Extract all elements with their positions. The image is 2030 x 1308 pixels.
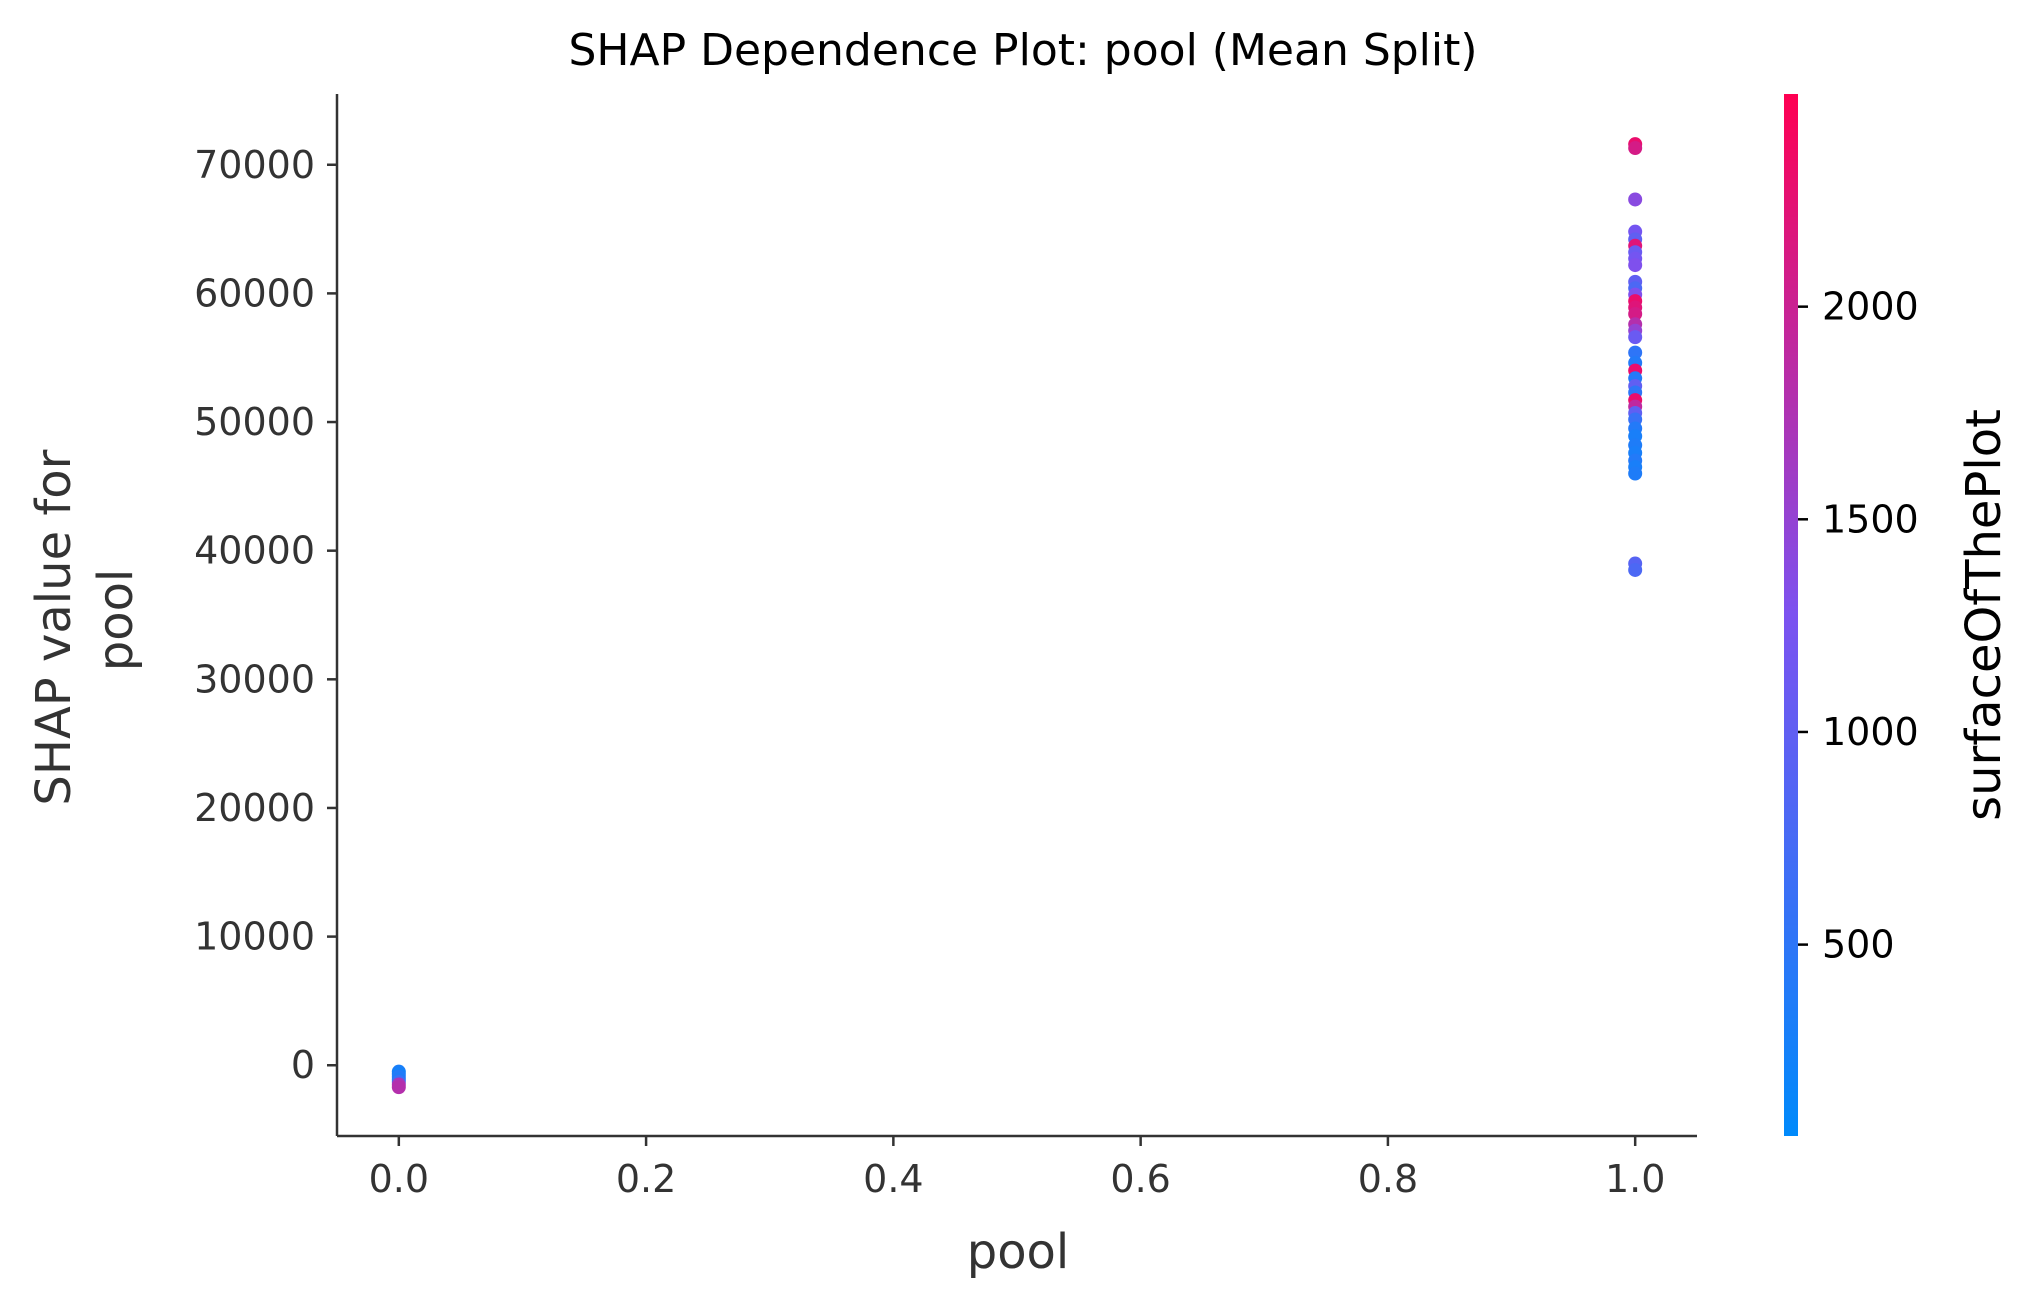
scatter-point <box>1628 345 1643 360</box>
colorbar-tick-label: 1000 <box>1822 710 1919 754</box>
colorbar-tick-label: 500 <box>1822 923 1895 967</box>
x-tick-label: 0.4 <box>863 1157 923 1201</box>
x-tick-label: 0.0 <box>369 1157 429 1201</box>
y-axis-label-line-2: pool <box>88 569 144 672</box>
scatter-point <box>1628 192 1643 207</box>
y-tick-label: 10000 <box>194 915 315 959</box>
scatter-point <box>1628 562 1643 577</box>
y-tick-label: 70000 <box>194 143 315 187</box>
x-axis: 0.0 0.2 0.4 0.6 0.8 1.0 <box>337 1134 1697 1201</box>
colorbar-tick-label: 2000 <box>1822 285 1919 329</box>
colorbar: 500 1000 1500 2000 surfaceOfThePlot <box>1784 94 2012 1136</box>
y-axis-label-line-1: SHAP value for <box>26 449 82 805</box>
scatter-point <box>1628 466 1643 481</box>
y-tick-label: 20000 <box>194 786 315 830</box>
x-tick-label: 0.8 <box>1358 1157 1418 1201</box>
colorbar-ticks: 500 1000 1500 2000 <box>1798 285 1919 967</box>
x-tick-label: 0.2 <box>616 1157 676 1201</box>
chart-title: SHAP Dependence Plot: pool (Mean Split) <box>568 25 1477 76</box>
x-axis-label: pool <box>967 1224 1070 1280</box>
y-tick-label: 30000 <box>194 657 315 701</box>
y-tick-label: 0 <box>291 1043 315 1087</box>
scatter-point <box>1628 306 1643 321</box>
colorbar-gradient <box>1784 94 1798 1136</box>
scatter-point <box>1628 141 1643 156</box>
y-tick-label: 60000 <box>194 271 315 315</box>
colorbar-tick-label: 1500 <box>1822 497 1919 541</box>
scatter-point <box>391 1080 406 1095</box>
x-tick-label: 0.6 <box>1110 1157 1170 1201</box>
y-axis-label: SHAP value for pool <box>26 434 144 805</box>
y-tick-label: 50000 <box>194 400 315 444</box>
y-tick-label: 40000 <box>194 529 315 573</box>
colorbar-label: surfaceOfThePlot <box>1956 409 2012 821</box>
scatter-point <box>1628 258 1643 273</box>
y-axis: 0 10000 20000 30000 40000 50000 60000 70000 <box>194 94 339 1136</box>
x-tick-label: 1.0 <box>1605 1157 1665 1201</box>
scatter-points <box>391 137 1643 1095</box>
scatter-point <box>1628 330 1643 345</box>
